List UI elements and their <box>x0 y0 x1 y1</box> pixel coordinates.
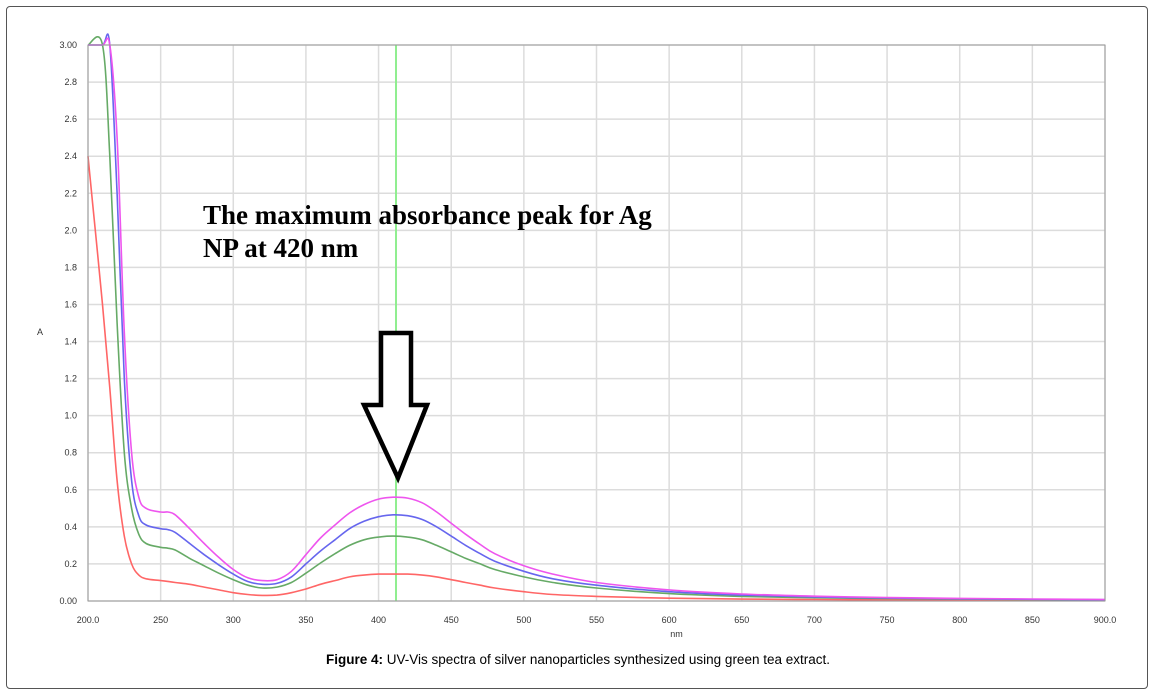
grid <box>87 44 1106 602</box>
x-tick-label: 550 <box>589 615 604 625</box>
x-tick-label: 900.0 <box>1094 615 1117 625</box>
figure-caption: Figure 4: UV-Vis spectra of silver nanop… <box>0 652 1156 667</box>
x-tick-label: 800 <box>952 615 967 625</box>
annotation-line-2: NP at 420 nm <box>203 233 359 263</box>
series-line-1 <box>87 156 1106 602</box>
x-tick-label: 500 <box>516 615 531 625</box>
plot-border <box>87 44 1106 602</box>
y-tick-label: 0.8 <box>64 448 77 458</box>
y-tick-label: 2.4 <box>64 151 77 161</box>
annotation-line-1: The maximum absorbance peak for Ag <box>203 200 652 230</box>
y-tick-label: 2.2 <box>64 188 77 198</box>
y-axis-label: A <box>37 327 43 337</box>
x-tick-label: 600 <box>662 615 677 625</box>
y-tick-label: 2.8 <box>64 77 77 87</box>
y-tick-label: 0.00 <box>59 596 77 606</box>
series-line-4 <box>88 37 1106 601</box>
x-axis-label: nm <box>670 629 683 639</box>
y-tick-label: 2.0 <box>64 225 77 235</box>
x-tick-label: 250 <box>153 615 168 625</box>
y-tick-label: 1.2 <box>64 374 77 384</box>
x-tick-label: 700 <box>807 615 822 625</box>
tick-labels: 200.0 250 300 350 400 450 500 550 600 650 700 750 80… <box>59 40 1116 625</box>
series-group <box>87 33 1106 602</box>
y-tick-label: 2.6 <box>64 114 77 124</box>
y-tick-label: 1.4 <box>64 337 77 347</box>
y-tick-label: 0.2 <box>64 559 77 569</box>
down-arrow-icon <box>360 330 431 484</box>
y-tick-label: 1.6 <box>64 299 77 309</box>
y-tick-label: 3.00 <box>59 40 77 50</box>
caption-label: Figure 4: <box>325 652 383 667</box>
x-tick-label: 450 <box>444 615 459 625</box>
x-tick-label: 400 <box>371 615 386 625</box>
y-tick-label: 1.0 <box>64 411 77 421</box>
x-tick-label: 850 <box>1025 615 1040 625</box>
x-tick-label: 200.0 <box>77 615 100 625</box>
y-tick-label: 1.8 <box>64 262 77 272</box>
y-tick-label: 0.4 <box>64 522 77 532</box>
figure-frame <box>6 6 1148 689</box>
x-tick-label: 300 <box>226 615 241 625</box>
x-tick-label: 350 <box>298 615 313 625</box>
series-line-2 <box>87 36 1106 601</box>
series-line-3 <box>88 33 1106 601</box>
caption-text: UV-Vis spectra of silver nanoparticles s… <box>386 652 830 667</box>
x-tick-label: 750 <box>880 615 895 625</box>
y-tick-label: 0.6 <box>64 485 77 495</box>
x-tick-label: 650 <box>734 615 749 625</box>
